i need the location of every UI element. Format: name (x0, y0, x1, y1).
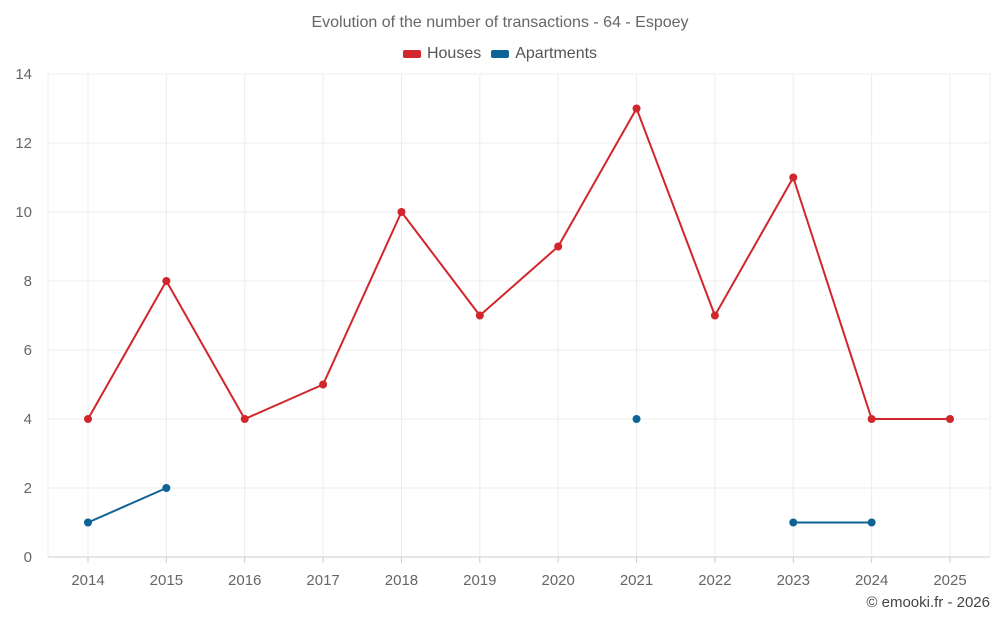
y-tick-label: 0 (24, 549, 32, 566)
x-tick-label: 2015 (150, 572, 183, 589)
chart-legend: Houses Apartments (0, 45, 1000, 63)
x-tick-label: 2020 (541, 572, 574, 589)
x-tick-label: 2024 (855, 572, 888, 589)
legend-item-houses[interactable]: Houses (402, 45, 482, 63)
x-tick-label: 2016 (228, 572, 261, 589)
y-tick-label: 4 (24, 411, 32, 428)
data-point-houses (84, 415, 92, 423)
data-point-apartments (84, 518, 92, 527)
legend-swatch-houses (402, 50, 421, 58)
x-tick-label: 2025 (933, 572, 966, 589)
y-tick-label: 8 (24, 273, 32, 290)
data-point-apartments (789, 518, 798, 527)
y-tick-label: 6 (24, 342, 32, 359)
data-point-houses (319, 380, 328, 389)
legend-label-apartments: Apartments (515, 45, 598, 62)
data-point-houses (162, 277, 171, 285)
data-point-houses (475, 311, 484, 320)
data-point-houses (867, 415, 876, 423)
data-point-houses (789, 173, 798, 182)
legend-item-apartments[interactable]: Apartments (491, 45, 597, 63)
series-line-houses (87, 107, 950, 420)
x-tick-label: 2023 (777, 572, 810, 589)
data-point-houses (554, 242, 563, 251)
data-point-apartments (632, 415, 641, 423)
y-tick-label: 12 (15, 135, 32, 152)
data-point-houses (710, 311, 719, 320)
x-tick-label: 2019 (463, 572, 496, 589)
x-tick-label: 2014 (71, 572, 104, 589)
series-line-apartments (87, 487, 167, 524)
data-point-houses (632, 104, 641, 113)
data-point-houses (240, 415, 249, 423)
x-tick-label: 2017 (306, 572, 339, 589)
legend-swatch-apartments (491, 50, 510, 58)
y-tick-label: 2 (24, 480, 32, 497)
data-point-apartments (162, 484, 171, 492)
chart-title: Evolution of the number of transactions … (311, 14, 689, 31)
credit-text: © emooki.fr - 2026 (866, 594, 990, 611)
x-tick-label: 2018 (385, 572, 418, 589)
data-point-houses (397, 208, 406, 216)
data-point-apartments (867, 518, 876, 527)
y-tick-label: 10 (15, 204, 32, 221)
x-tick-label: 2022 (698, 572, 731, 589)
legend-label-houses: Houses (426, 45, 482, 62)
x-tick-label: 2021 (620, 572, 653, 589)
data-point-houses (946, 415, 954, 423)
y-tick-label: 14 (15, 66, 32, 83)
